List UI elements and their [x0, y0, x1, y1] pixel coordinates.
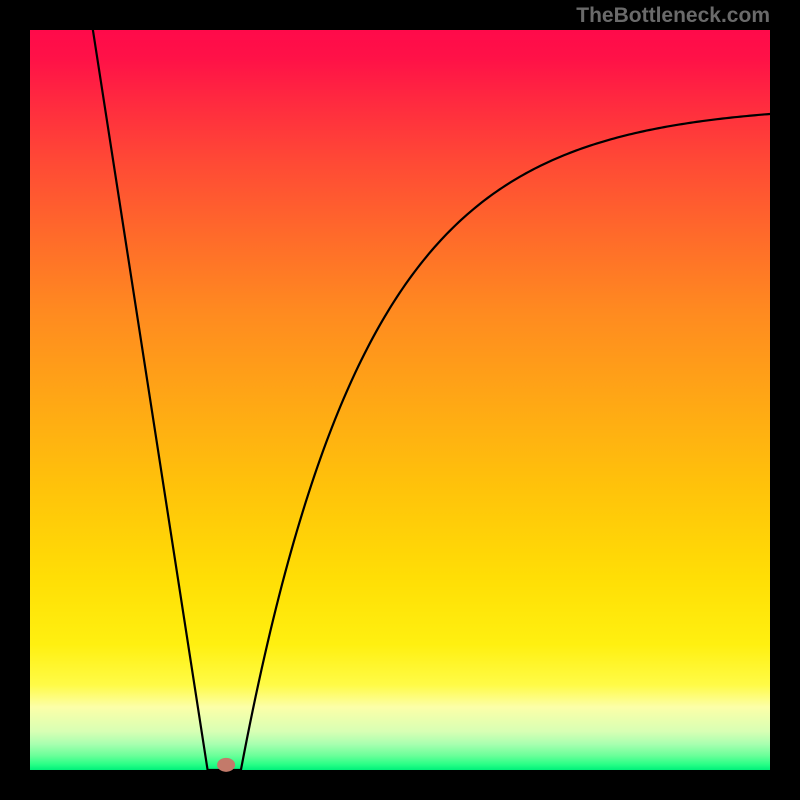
chart-svg: TheBottleneck.com [0, 0, 800, 800]
bottleneck-chart: TheBottleneck.com [0, 0, 800, 800]
plot-background [30, 30, 770, 770]
optimal-point-marker [217, 758, 235, 772]
watermark-text: TheBottleneck.com [576, 4, 770, 27]
